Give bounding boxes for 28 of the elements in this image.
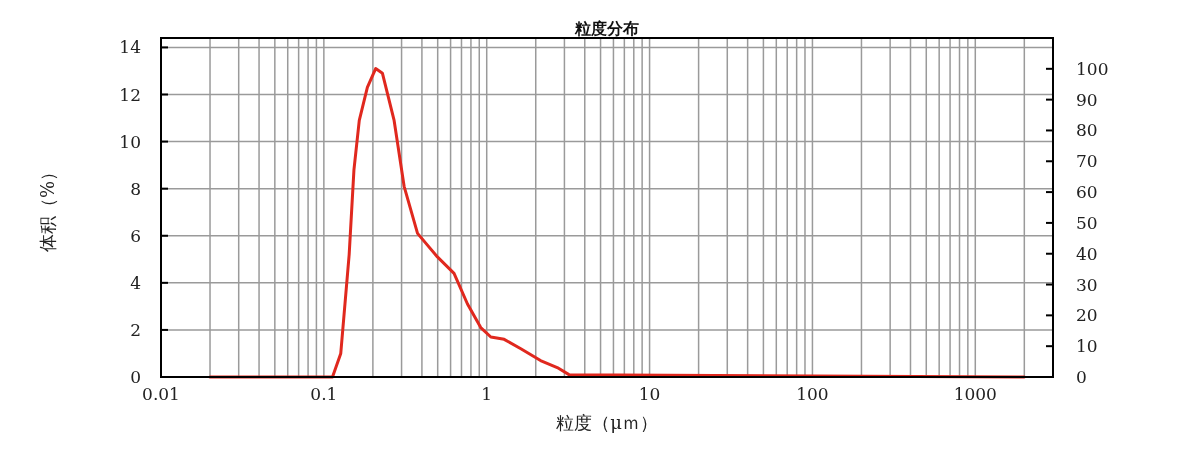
y2-tick-label: 20 (1076, 305, 1098, 326)
y2-tick-label: 40 (1076, 243, 1098, 264)
y2-tick-label: 80 (1076, 120, 1098, 141)
y2-tick-label: 10 (1076, 336, 1098, 357)
y-tick-label: 2 (130, 319, 141, 340)
y-tick-label: 8 (130, 178, 141, 199)
y2-tick-label: 100 (1076, 58, 1109, 79)
y-tick-label: 6 (130, 225, 141, 246)
x-tick-label: 0.1 (310, 384, 338, 404)
y2-tick-label: 70 (1076, 151, 1098, 172)
y2-tick-label: 90 (1076, 89, 1098, 110)
y-tick-label: 0 (130, 367, 141, 387)
y2-tick-label: 60 (1076, 182, 1098, 203)
x-tick-label: 0.01 (142, 384, 180, 404)
x-tick-label: 1000 (953, 384, 997, 404)
x-tick-label: 1 (481, 384, 493, 404)
y2-tick-label: 30 (1076, 274, 1098, 295)
y-tick-label: 4 (130, 272, 141, 293)
y-tick-label: 14 (119, 37, 141, 58)
y-tick-label: 10 (119, 131, 141, 152)
chart-title: 粒度分布 (574, 19, 639, 38)
y-axis-title: 体积（%） (37, 162, 58, 253)
y2-tick-label: 0 (1076, 367, 1087, 387)
x-tick-label: 100 (796, 384, 829, 404)
x-axis-title: 粒度（μｍ） (556, 412, 658, 433)
y-tick-label: 12 (119, 84, 141, 105)
x-tick-label: 10 (638, 384, 661, 404)
y2-tick-label: 50 (1076, 212, 1098, 233)
